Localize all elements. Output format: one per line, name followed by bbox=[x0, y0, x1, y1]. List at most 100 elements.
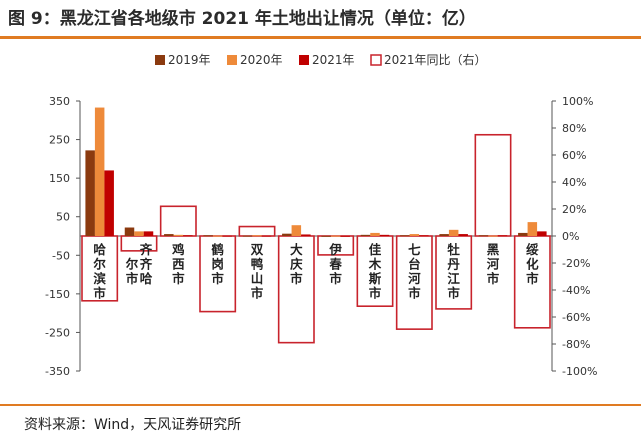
bar-2019年-5 bbox=[282, 233, 292, 236]
bar-2020年-4 bbox=[252, 235, 262, 237]
category-char: 河 bbox=[487, 257, 500, 272]
category-label-6: 伊春市 bbox=[328, 242, 342, 286]
right-tick-label: 60% bbox=[562, 149, 586, 162]
category-char: 齐 bbox=[140, 242, 153, 257]
bar-2019年-9 bbox=[439, 234, 449, 236]
category-char: 岗 bbox=[211, 257, 224, 272]
bar-2020年-6 bbox=[330, 235, 341, 237]
bar-2020年-7 bbox=[370, 232, 380, 236]
category-char: 市 bbox=[126, 271, 139, 286]
right-tick-label: 0% bbox=[562, 230, 579, 243]
category-char: 市 bbox=[329, 271, 342, 286]
yoy-box-2 bbox=[159, 205, 197, 237]
footer-rule bbox=[0, 404, 641, 406]
bar-2019年-1 bbox=[124, 227, 135, 236]
bar-2020年-10 bbox=[488, 235, 498, 237]
category-char: 伊 bbox=[328, 242, 342, 257]
right-tick-label: 40% bbox=[562, 176, 586, 189]
bar-2019年-11 bbox=[518, 232, 528, 236]
right-tick-label: -40% bbox=[562, 284, 590, 297]
legend-item-3: 2021年同比（右） bbox=[370, 52, 487, 67]
category-label-2: 鸡西市 bbox=[171, 242, 185, 286]
bar-2020年-8 bbox=[409, 234, 420, 236]
bar-2021年-1 bbox=[143, 231, 154, 236]
chart-title: 图 9：黑龙江省各地级市 2021 年土地出让情况（单位：亿） bbox=[8, 9, 476, 29]
bar-2020年-5 bbox=[291, 225, 302, 236]
category-char: 哈 bbox=[93, 242, 106, 257]
source-note: 资料来源：Wind，天风证券研究所 bbox=[24, 417, 242, 433]
bar-2021年-10 bbox=[497, 235, 508, 237]
category-char: 市 bbox=[93, 286, 106, 301]
right-tick-label: 100% bbox=[562, 95, 593, 108]
bar-2019年-8 bbox=[400, 235, 410, 237]
yoy-box-4 bbox=[238, 225, 276, 237]
category-char: 七 bbox=[408, 242, 421, 257]
bar-2021年-8 bbox=[419, 235, 429, 237]
category-char: 双 bbox=[250, 242, 264, 257]
bar-2020年-11 bbox=[527, 222, 538, 236]
category-char: 河 bbox=[408, 271, 421, 286]
category-char: 市 bbox=[526, 271, 539, 286]
category-char: 丹 bbox=[447, 257, 460, 272]
category-char: 市 bbox=[290, 271, 303, 286]
category-char: 斯 bbox=[369, 271, 382, 286]
bar-2019年-10 bbox=[478, 235, 489, 237]
category-char: 市 bbox=[487, 271, 500, 286]
category-char: 大 bbox=[290, 242, 303, 257]
category-char: 西 bbox=[172, 257, 185, 272]
category-char: 市 bbox=[447, 286, 460, 301]
left-tick-label: 350 bbox=[49, 95, 70, 108]
category-char: 庆 bbox=[289, 257, 303, 272]
left-tick-label: -50 bbox=[52, 249, 70, 262]
category-label-11: 绥化市 bbox=[526, 242, 539, 286]
bar-2020年-0 bbox=[94, 107, 105, 236]
legend-swatch bbox=[370, 54, 382, 66]
category-char: 木 bbox=[368, 257, 382, 272]
category-char: 鸭 bbox=[251, 257, 264, 272]
left-tick-label: 150 bbox=[49, 172, 70, 185]
left-tick-label: -150 bbox=[45, 288, 70, 301]
title-rule bbox=[0, 36, 641, 39]
category-char: 滨 bbox=[93, 271, 106, 286]
bar-2019年-4 bbox=[242, 235, 253, 237]
bar-2021年-2 bbox=[183, 235, 193, 237]
left-tick-label: -350 bbox=[45, 365, 70, 378]
right-tick-label: 20% bbox=[562, 203, 586, 216]
category-label-5: 大庆市 bbox=[289, 242, 303, 286]
left-tick-label: 250 bbox=[49, 134, 70, 147]
bar-2021年-5 bbox=[301, 234, 311, 236]
category-char: 台 bbox=[408, 257, 421, 272]
category-char: 市 bbox=[369, 286, 382, 301]
right-tick-label: 80% bbox=[562, 122, 586, 135]
category-char: 化 bbox=[526, 257, 539, 272]
plot: 哈尔滨市齐齐哈尔市鸡西市鹤岗市双鸭山市大庆市伊春市佳木斯市七台河市牡丹江市黑河市… bbox=[81, 107, 551, 344]
yoy-box-10 bbox=[474, 133, 512, 237]
left-tick-label: -250 bbox=[45, 326, 70, 339]
bar-2020年-1 bbox=[134, 231, 144, 236]
category-char: 绥 bbox=[526, 242, 539, 257]
category-char: 山 bbox=[251, 271, 264, 286]
category-char: 尔 bbox=[92, 257, 106, 272]
legend-label: 2020年 bbox=[240, 53, 283, 67]
category-char: 江 bbox=[447, 271, 460, 286]
right-tick-label: -80% bbox=[562, 338, 590, 351]
category-char: 市 bbox=[408, 286, 421, 301]
category-char: 尔 bbox=[125, 257, 139, 272]
category-label-10: 黑河市 bbox=[487, 242, 500, 286]
category-char: 市 bbox=[251, 286, 264, 301]
category-char: 市 bbox=[172, 271, 185, 286]
category-char: 牡 bbox=[447, 242, 460, 257]
category-char: 市 bbox=[211, 271, 224, 286]
bar-2020年-9 bbox=[448, 229, 459, 236]
bar-2021年-0 bbox=[104, 170, 114, 236]
category-char: 哈 bbox=[140, 271, 153, 286]
legend-label: 2021年 bbox=[312, 53, 355, 67]
chart-area: 2019年 2020年 2021年 2021年同比（右） 350 250 150 50 -50… bbox=[45, 52, 597, 378]
bar-2019年-7 bbox=[360, 234, 371, 236]
bar-2019年-3 bbox=[203, 235, 213, 237]
